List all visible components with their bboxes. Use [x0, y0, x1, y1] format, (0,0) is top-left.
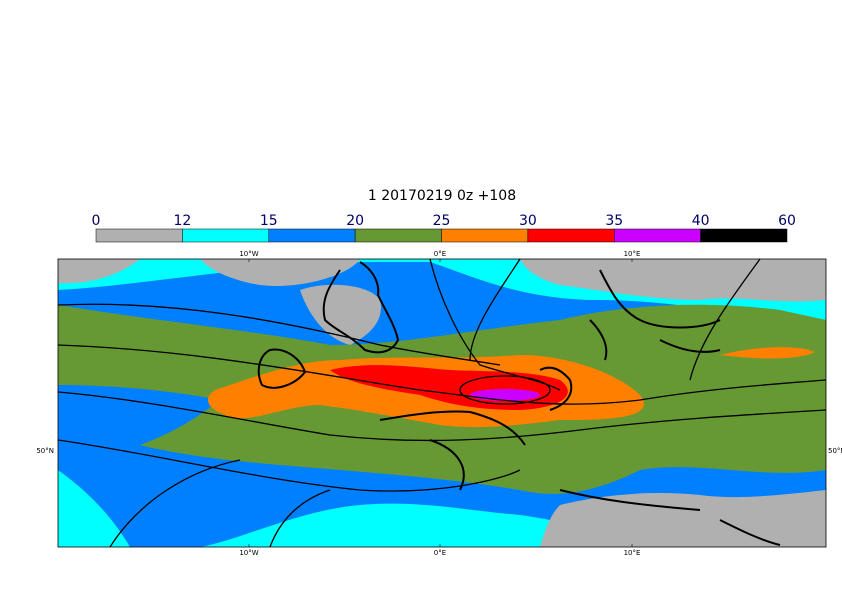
colorbar-label: 12 [173, 213, 191, 229]
lon-label: 10°E [624, 250, 641, 258]
colorbar-segment [268, 228, 356, 243]
colorbar-label: 25 [433, 213, 451, 229]
colorbar-label: 20 [346, 213, 364, 229]
lon-label: 10°W [239, 549, 258, 557]
colorbar-segment [614, 228, 701, 243]
colorbar-segment [700, 228, 788, 243]
lat-label: 50°N [36, 447, 54, 455]
colorbar-label: 35 [605, 213, 623, 229]
lon-label: 10°W [239, 250, 258, 258]
colorbar-segment [527, 228, 615, 243]
colorbar-label: 0 [92, 213, 101, 229]
colorbar-label: 40 [692, 213, 710, 229]
lon-label: 0°E [434, 549, 446, 557]
colorbar-label: 30 [519, 213, 537, 229]
colorbar-label: 15 [260, 213, 278, 229]
colorbar-segment [441, 228, 529, 243]
colorbar-segment [95, 228, 183, 243]
map-field [58, 259, 826, 547]
colorbar-segment [354, 228, 442, 243]
lon-label: 10°E [624, 549, 641, 557]
title: 1 20170219 0z +108 [368, 188, 516, 204]
lat-label: 50°N [828, 447, 842, 455]
map-frame [57, 258, 827, 548]
colorbar-segment [182, 228, 269, 243]
lon-label: 0°E [434, 250, 446, 258]
colorbar-label: 60 [778, 213, 796, 229]
